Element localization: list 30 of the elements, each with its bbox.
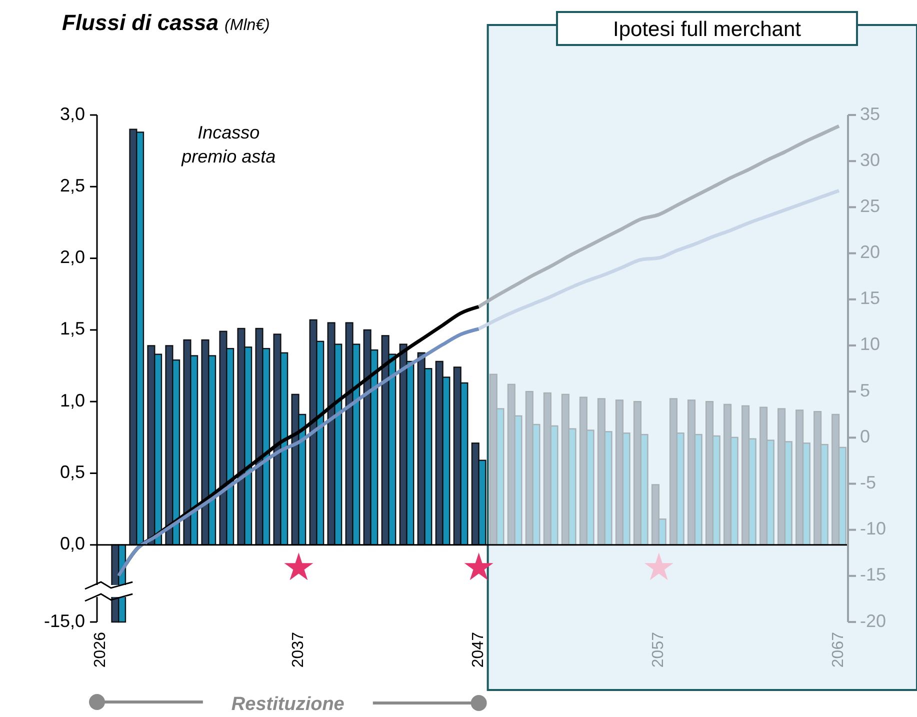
x-tick-label: 2047	[470, 632, 488, 668]
y2-tick-label: 5	[860, 380, 870, 400]
y2-tick-label: -10	[860, 518, 886, 539]
chart-subtitle: (Mln€)	[224, 17, 270, 34]
x-tick-label: 2037	[290, 632, 307, 668]
x-tick-label: 2057	[650, 632, 668, 668]
y-tick-label: 2,5	[60, 175, 85, 196]
y2-tick-label: 25	[860, 196, 880, 216]
y2-tick-label: -5	[860, 472, 876, 492]
text: Restituzione	[231, 694, 345, 715]
y-tick-label: 2,0	[60, 247, 85, 268]
x-tick-label: 2067	[830, 632, 848, 668]
y2-tick-label: 15	[860, 288, 880, 308]
y-tick-label: 3,0	[60, 104, 85, 124]
y2-tick-label: 30	[860, 150, 880, 170]
y-tick-label: 1,5	[60, 318, 85, 339]
band-label: Ipotesi full merchant	[613, 18, 802, 41]
y2-tick-label: 20	[860, 242, 880, 262]
y2-tick-label: -15	[860, 564, 886, 585]
annotation: Incasso premio asta	[180, 122, 276, 166]
y2-tick-label: 0	[860, 426, 870, 446]
x-tick-label: 2026	[92, 632, 109, 668]
y-tick-label: 1,0	[60, 390, 85, 410]
y2-tick-label: 10	[860, 334, 880, 354]
y-tick-label: 0,0	[60, 534, 85, 554]
y-tick-label: 0,5	[60, 462, 85, 482]
chart-title: Flussi di cassa	[62, 10, 219, 35]
y2-tick-label: -20	[860, 610, 886, 631]
y2-tick-label: 35	[860, 104, 880, 124]
text: -15,0	[44, 610, 85, 631]
